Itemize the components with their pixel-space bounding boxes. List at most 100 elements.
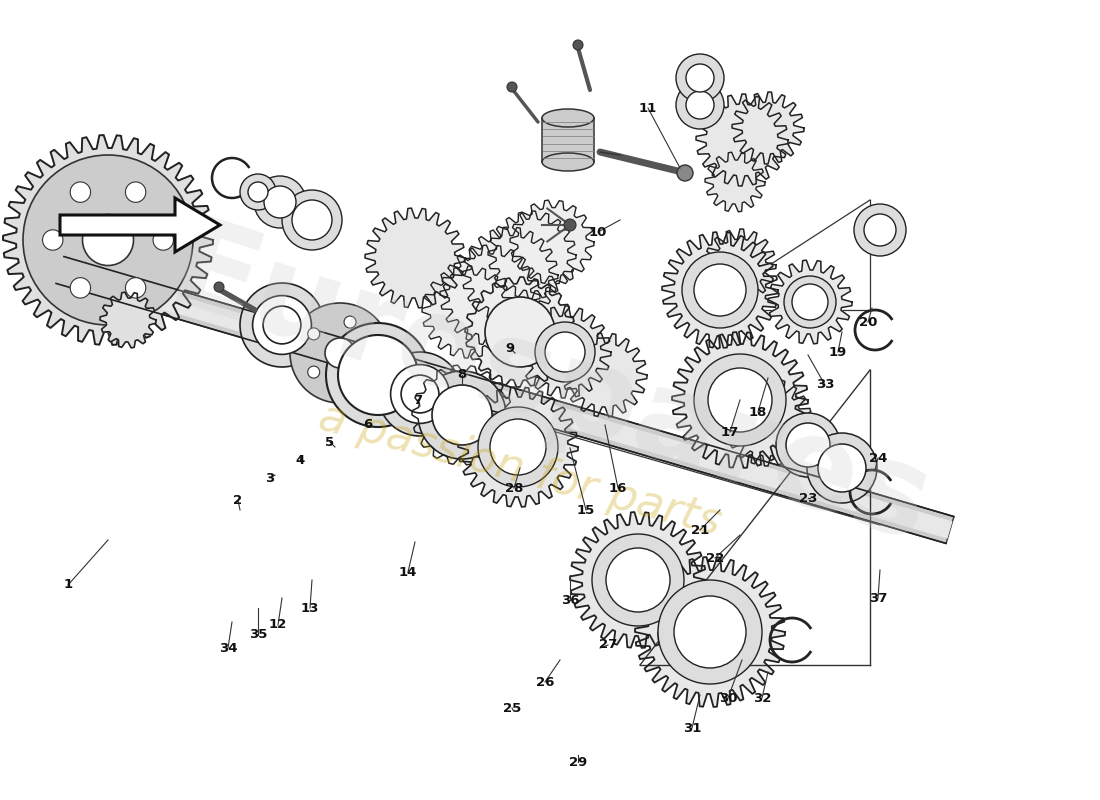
Circle shape: [573, 40, 583, 50]
Circle shape: [818, 444, 866, 492]
Text: 11: 11: [639, 102, 657, 114]
Polygon shape: [422, 266, 514, 358]
Polygon shape: [563, 333, 647, 417]
Circle shape: [544, 332, 585, 372]
Text: 8: 8: [458, 369, 466, 382]
Bar: [542, 118, 594, 162]
Polygon shape: [57, 262, 953, 538]
Text: 23: 23: [799, 491, 817, 505]
Text: 15: 15: [576, 503, 595, 517]
Circle shape: [125, 182, 146, 202]
Text: 19: 19: [829, 346, 847, 358]
Circle shape: [240, 283, 324, 367]
Text: 14: 14: [399, 566, 417, 578]
Circle shape: [807, 433, 877, 503]
Circle shape: [125, 278, 146, 298]
Polygon shape: [724, 378, 812, 466]
Circle shape: [694, 264, 746, 316]
Circle shape: [535, 322, 595, 382]
Circle shape: [326, 323, 430, 427]
Text: 24: 24: [869, 451, 888, 465]
Text: 37: 37: [869, 591, 888, 605]
Text: 34: 34: [219, 642, 238, 654]
Circle shape: [70, 182, 90, 202]
Polygon shape: [440, 245, 540, 345]
Polygon shape: [510, 200, 594, 284]
Text: 18: 18: [749, 406, 767, 418]
Text: 2: 2: [233, 494, 243, 506]
Circle shape: [686, 91, 714, 119]
Circle shape: [674, 596, 746, 668]
Polygon shape: [635, 557, 785, 707]
Circle shape: [338, 335, 418, 415]
Polygon shape: [56, 257, 954, 543]
Text: 33: 33: [816, 378, 834, 391]
Circle shape: [686, 64, 714, 92]
Polygon shape: [768, 260, 852, 344]
Text: 1: 1: [64, 578, 73, 591]
Text: 32: 32: [752, 691, 771, 705]
Text: 31: 31: [683, 722, 701, 734]
Circle shape: [784, 276, 836, 328]
Polygon shape: [465, 277, 575, 387]
Text: 10: 10: [588, 226, 607, 238]
Text: 36: 36: [561, 594, 580, 606]
Text: a passion for parts: a passion for parts: [315, 395, 726, 545]
Circle shape: [564, 219, 576, 231]
Circle shape: [308, 366, 320, 378]
Circle shape: [290, 303, 390, 403]
Text: 25: 25: [503, 702, 521, 714]
Text: 4: 4: [296, 454, 305, 466]
Text: 29: 29: [569, 755, 587, 769]
Circle shape: [248, 182, 268, 202]
Polygon shape: [100, 292, 156, 348]
Circle shape: [282, 190, 342, 250]
Circle shape: [324, 338, 355, 368]
Polygon shape: [696, 94, 788, 186]
Circle shape: [418, 371, 506, 459]
Circle shape: [366, 347, 378, 359]
Circle shape: [344, 378, 356, 390]
Circle shape: [23, 155, 192, 325]
Circle shape: [507, 82, 517, 92]
Text: 28: 28: [505, 482, 524, 494]
Polygon shape: [662, 232, 778, 348]
Polygon shape: [570, 512, 706, 648]
Circle shape: [592, 534, 684, 626]
Polygon shape: [3, 135, 213, 345]
Text: 9: 9: [505, 342, 515, 354]
Polygon shape: [705, 152, 764, 212]
Circle shape: [240, 174, 276, 210]
Circle shape: [864, 214, 896, 246]
Circle shape: [854, 204, 906, 256]
Circle shape: [792, 284, 828, 320]
Circle shape: [786, 423, 830, 467]
Circle shape: [402, 375, 439, 413]
Polygon shape: [462, 227, 558, 323]
Circle shape: [432, 385, 492, 445]
Text: 17: 17: [720, 426, 739, 438]
Text: Eurospares: Eurospares: [155, 210, 945, 570]
Circle shape: [478, 407, 558, 487]
Circle shape: [254, 176, 306, 228]
Circle shape: [694, 354, 786, 446]
Text: 20: 20: [859, 315, 877, 329]
Circle shape: [390, 365, 450, 423]
Circle shape: [776, 413, 840, 477]
Circle shape: [378, 352, 462, 436]
Circle shape: [682, 252, 758, 328]
Text: 22: 22: [706, 551, 724, 565]
Text: 30: 30: [718, 691, 737, 705]
Polygon shape: [60, 198, 220, 252]
Polygon shape: [488, 211, 576, 299]
Circle shape: [708, 368, 772, 432]
Text: 21: 21: [691, 523, 710, 537]
Circle shape: [43, 230, 63, 250]
Circle shape: [606, 548, 670, 612]
Text: 7: 7: [414, 394, 422, 406]
Circle shape: [676, 54, 724, 102]
Polygon shape: [365, 208, 465, 308]
Text: 12: 12: [268, 618, 287, 631]
Ellipse shape: [542, 153, 594, 171]
Circle shape: [153, 230, 174, 250]
